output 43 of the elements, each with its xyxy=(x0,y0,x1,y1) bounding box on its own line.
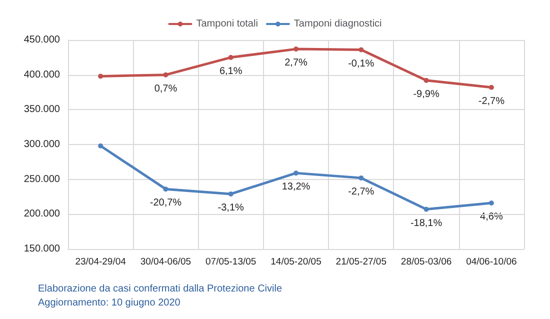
x-tick-label: 04/06-10/06 xyxy=(466,256,517,268)
annotation: -2,7% xyxy=(478,96,505,107)
annotation: 6,1% xyxy=(219,66,242,77)
x-tick-label: 28/05-03/06 xyxy=(400,256,452,268)
point xyxy=(98,143,104,148)
point xyxy=(358,47,364,52)
y-tick-label: 400.000 xyxy=(24,69,60,80)
point xyxy=(294,170,298,176)
annotation: -18,1% xyxy=(410,218,442,229)
x-tick-label: 23/04-29/04 xyxy=(75,256,126,268)
point xyxy=(294,46,298,52)
point xyxy=(228,191,234,196)
x-tick-label: 21/05-27/05 xyxy=(336,256,386,268)
y-tick-label: 300.000 xyxy=(24,139,60,150)
annotation: -9,9% xyxy=(413,88,440,100)
point xyxy=(424,78,429,83)
point xyxy=(228,54,234,60)
point xyxy=(488,84,494,90)
text: Elaborazione da casi confermati dalla Protezione Civile xyxy=(38,284,282,294)
point xyxy=(163,186,168,192)
annotation: -3,1% xyxy=(218,202,244,214)
text: Aggiornamento: 10 giugno 2020 xyxy=(38,298,181,308)
annotation: -20,7% xyxy=(150,198,182,209)
y-tick-label: 200.000 xyxy=(24,208,60,220)
x-tick-label: 30/04-06/05 xyxy=(140,256,192,268)
legend-label: Tamponi totali xyxy=(196,18,258,30)
x-tick-label: 07/05-13/05 xyxy=(206,256,256,268)
y-tick-label: 450.000 xyxy=(24,34,60,46)
y-tick-label: 350.000 xyxy=(24,104,60,116)
point xyxy=(424,206,429,212)
point xyxy=(488,200,494,206)
point xyxy=(98,74,104,79)
annotation: 2,7% xyxy=(284,58,308,69)
annotation: -2,7% xyxy=(348,186,374,198)
y-tick-label: 250.000 xyxy=(24,174,60,185)
annotation: -0,1% xyxy=(348,58,374,70)
annotation: 0,7% xyxy=(154,83,178,94)
point xyxy=(163,72,168,78)
annotation: 13,2% xyxy=(282,182,310,193)
point xyxy=(358,175,364,180)
x-tick-label: 14/05-20/05 xyxy=(270,256,322,268)
legend-label: Tamponi diagnostici xyxy=(294,18,382,30)
y-tick-label: 150.000 xyxy=(24,244,60,254)
